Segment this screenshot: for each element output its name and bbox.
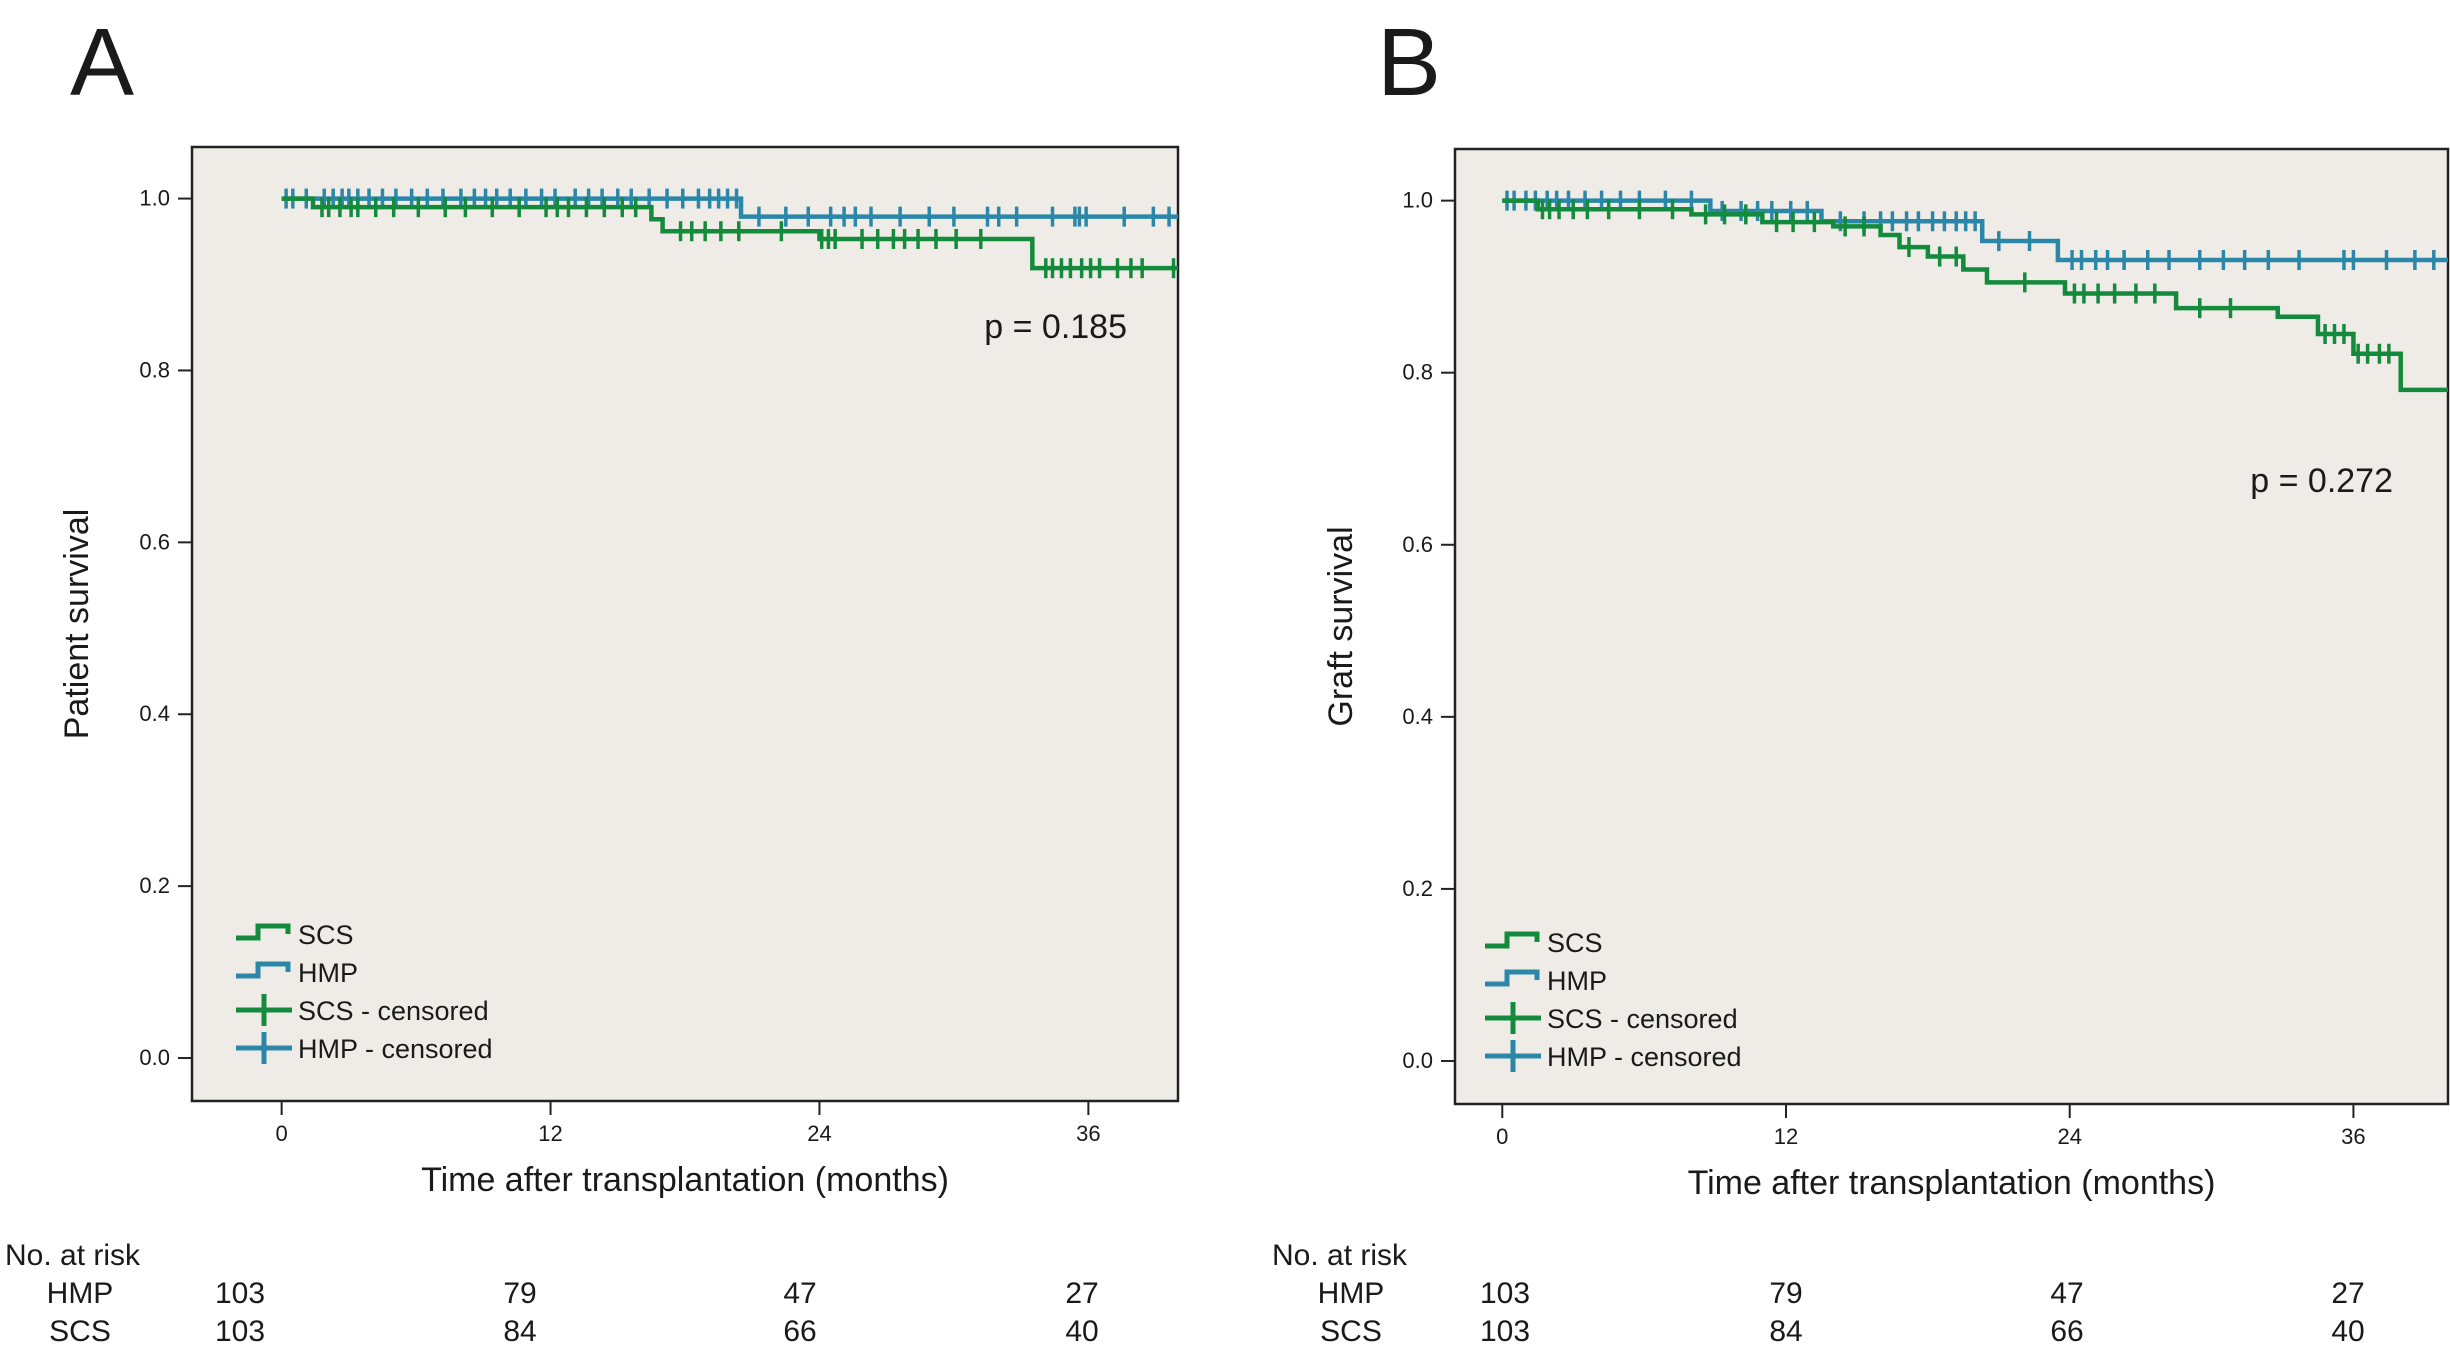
y-tick-label: 0.4 bbox=[139, 701, 170, 726]
risk-table-cell: 27 bbox=[1065, 1277, 1098, 1310]
series-line-scs bbox=[1502, 198, 2448, 393]
risk-table-cell: 47 bbox=[2050, 1277, 2083, 1310]
risk-table-header: No. at risk bbox=[5, 1239, 141, 1272]
y-tick-label: 0.6 bbox=[139, 529, 170, 554]
y-tick-label: 0.0 bbox=[1402, 1048, 1433, 1073]
y-axis-label: Patient survival bbox=[58, 509, 96, 740]
y-axis-label: Graft survival bbox=[1322, 526, 1360, 726]
x-tick-label: 24 bbox=[807, 1121, 831, 1146]
p-value-annotation: p = 0.185 bbox=[984, 308, 1127, 346]
risk-table-cell: 103 bbox=[215, 1315, 265, 1348]
risk-table-cell: 66 bbox=[2050, 1315, 2083, 1348]
x-tick-label: 12 bbox=[538, 1121, 562, 1146]
plot-area bbox=[190, 145, 1180, 1103]
legend-entry-label: HMP - censored bbox=[1547, 1042, 1742, 1072]
risk-table-row-label: HMP bbox=[47, 1277, 114, 1310]
y-tick-label: 0.2 bbox=[139, 873, 170, 898]
risk-table-cell: 47 bbox=[783, 1277, 816, 1310]
risk-table-cell: 40 bbox=[2331, 1315, 2364, 1348]
x-tick-label: 24 bbox=[2057, 1124, 2081, 1149]
risk-table-cell: 84 bbox=[1769, 1315, 1802, 1348]
p-value-annotation: p = 0.272 bbox=[2250, 462, 2393, 500]
y-tick-label: 1.0 bbox=[1402, 188, 1433, 213]
x-tick-label: 0 bbox=[1496, 1124, 1508, 1149]
x-tick-label: 12 bbox=[1774, 1124, 1798, 1149]
legend-entry-label: SCS - censored bbox=[1547, 1004, 1738, 1034]
panel-label-A: A bbox=[70, 9, 134, 116]
risk-table-cell: 66 bbox=[783, 1315, 816, 1348]
risk-table-cell: 103 bbox=[1480, 1315, 1530, 1348]
risk-table-cell: 40 bbox=[1065, 1315, 1098, 1348]
risk-table-cell: 103 bbox=[1480, 1277, 1530, 1310]
plot-area bbox=[1453, 147, 2450, 1106]
y-tick-label: 1.0 bbox=[139, 186, 170, 211]
panel-label-B: B bbox=[1377, 9, 1441, 116]
risk-table-cell: 103 bbox=[215, 1277, 265, 1310]
risk-table-cell: 84 bbox=[503, 1315, 536, 1348]
legend-entry-label: SCS - censored bbox=[298, 996, 489, 1026]
risk-table-header: No. at risk bbox=[1272, 1239, 1408, 1272]
series-line-scs bbox=[281, 196, 1178, 271]
legend-entry-label: HMP bbox=[298, 958, 358, 988]
y-tick-label: 0.2 bbox=[1402, 876, 1433, 901]
x-tick-label: 0 bbox=[276, 1121, 288, 1146]
y-tick-label: 0.8 bbox=[139, 357, 170, 382]
series-line-hmp bbox=[1502, 198, 2448, 263]
x-axis-label: Time after transplantation (months) bbox=[421, 1161, 949, 1199]
risk-table-cell: 27 bbox=[2331, 1277, 2364, 1310]
risk-table-row-label: SCS bbox=[1320, 1315, 1382, 1348]
x-axis-label: Time after transplantation (months) bbox=[1688, 1164, 2216, 1202]
y-tick-label: 0.4 bbox=[1402, 704, 1433, 729]
y-tick-label: 0.6 bbox=[1402, 532, 1433, 557]
legend-swatch-scs bbox=[1485, 931, 1540, 949]
legend-entry-label: HMP - censored bbox=[298, 1034, 493, 1064]
y-tick-label: 0.8 bbox=[1402, 360, 1433, 385]
legend-swatch-hmp bbox=[236, 961, 291, 979]
legend-swatch-scs bbox=[236, 923, 291, 941]
legend-entry-label: SCS bbox=[1547, 928, 1603, 958]
risk-table-cell: 79 bbox=[503, 1277, 536, 1310]
risk-table-row-label: SCS bbox=[49, 1315, 111, 1348]
legend-swatch-hmp bbox=[1485, 969, 1540, 987]
legend-entry-label: HMP bbox=[1547, 966, 1607, 996]
x-tick-label: 36 bbox=[1076, 1121, 1100, 1146]
risk-table-cell: 79 bbox=[1769, 1277, 1802, 1310]
x-tick-label: 36 bbox=[2341, 1124, 2365, 1149]
legend-entry-label: SCS bbox=[298, 920, 354, 950]
risk-table-row-label: HMP bbox=[1318, 1277, 1385, 1310]
y-tick-label: 0.0 bbox=[139, 1045, 170, 1070]
